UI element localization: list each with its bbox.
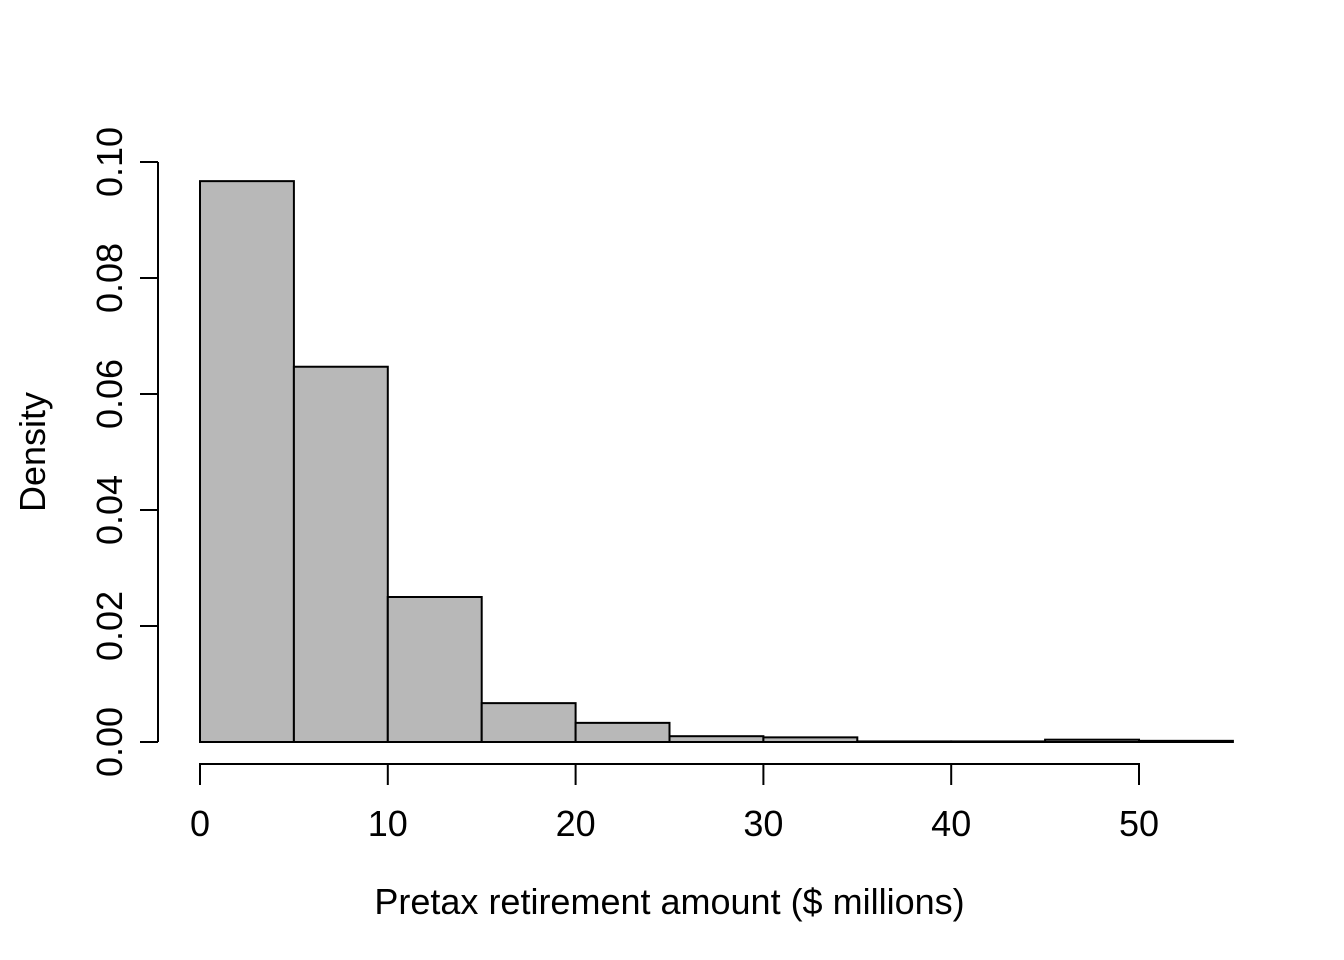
histogram-bar [292,365,389,743]
y-tick-label: 0.10 [89,127,130,197]
y-axis-title: Density [12,392,53,512]
histogram-bar [199,180,295,743]
y-tick-label: 0.06 [89,359,130,429]
y-tick-label: 0.00 [89,707,130,777]
histogram-bar [762,736,859,743]
x-tick-label: 30 [743,803,783,844]
x-axis-title: Pretax retirement amount ($ millions) [374,881,964,922]
histogram-bar [480,702,577,744]
histogram-bar [386,596,483,743]
x-tick-label: 40 [931,803,971,844]
histogram-bar [1138,739,1234,744]
x-tick-label: 50 [1119,803,1159,844]
histogram-bar [856,740,953,743]
y-tick-label: 0.04 [89,475,130,545]
histogram-bar [668,735,765,744]
x-tick-label: 0 [190,803,210,844]
y-tick-label: 0.02 [89,591,130,661]
x-tick-label: 10 [368,803,408,844]
histogram-bar [1044,738,1140,743]
x-tick-label: 20 [556,803,596,844]
histogram-bar [950,740,1047,743]
histogram-bar [574,721,671,743]
y-tick-label: 0.08 [89,243,130,313]
